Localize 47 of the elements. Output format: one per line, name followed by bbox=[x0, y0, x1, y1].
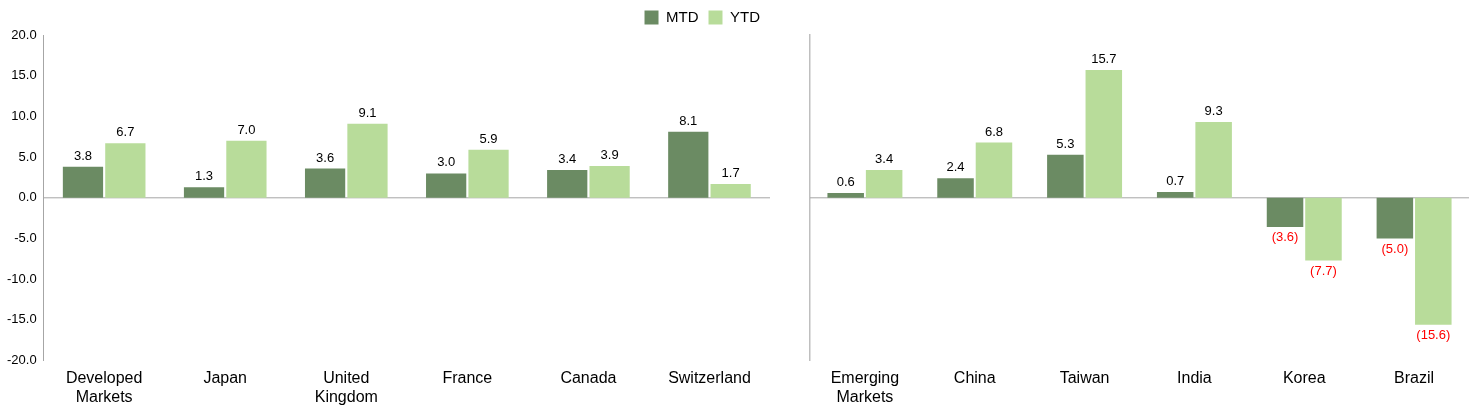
x-tick-label: Switzerland bbox=[668, 368, 751, 386]
data-label: 5.9 bbox=[479, 130, 498, 146]
data-label: 8.1 bbox=[679, 112, 698, 128]
data-label: (15.6) bbox=[1416, 326, 1451, 342]
y-tick-label: 0.0 bbox=[18, 189, 37, 205]
data-label: 5.3 bbox=[1056, 135, 1075, 151]
data-label: (3.6) bbox=[1271, 229, 1299, 245]
legend-label: YTD bbox=[730, 7, 761, 25]
data-label: 15.7 bbox=[1091, 51, 1117, 67]
x-tick-label: Emerging Markets bbox=[830, 368, 900, 405]
data-label: 3.6 bbox=[316, 149, 335, 165]
data-label: 6.7 bbox=[116, 124, 135, 140]
data-label: 9.1 bbox=[358, 104, 377, 120]
data-label: 1.3 bbox=[195, 168, 214, 184]
data-label: 1.7 bbox=[721, 165, 740, 181]
data-label: (5.0) bbox=[1381, 240, 1409, 256]
data-label: 3.4 bbox=[875, 151, 894, 167]
y-tick-label: -15.0 bbox=[6, 311, 37, 327]
y-tick-label: 5.0 bbox=[18, 148, 37, 164]
x-tick-label: India bbox=[1177, 368, 1212, 386]
y-tick-label: 10.0 bbox=[11, 107, 37, 123]
x-tick-label: Korea bbox=[1282, 368, 1326, 386]
legend-label: MTD bbox=[666, 7, 699, 25]
data-label: 3.0 bbox=[437, 154, 456, 170]
y-tick-label: 20.0 bbox=[11, 26, 37, 42]
x-tick-label: Canada bbox=[560, 368, 617, 386]
y-tick-label: -5.0 bbox=[14, 230, 37, 246]
data-label: 2.4 bbox=[946, 159, 965, 175]
y-tick-label: -10.0 bbox=[6, 270, 37, 286]
x-tick-label: Taiwan bbox=[1059, 368, 1110, 386]
x-tick-label: France bbox=[442, 368, 493, 386]
x-tick-label: Brazil bbox=[1394, 368, 1435, 386]
data-label: (7.7) bbox=[1310, 262, 1337, 278]
x-tick-label: Developed Markets bbox=[65, 368, 143, 405]
data-label: 3.9 bbox=[600, 147, 619, 163]
y-tick-label: -20.0 bbox=[6, 352, 37, 368]
data-label: 6.8 bbox=[984, 123, 1004, 139]
data-label: 0.6 bbox=[836, 173, 855, 189]
x-tick-label: China bbox=[953, 368, 996, 386]
y-tick-label: 15.0 bbox=[11, 67, 37, 83]
x-tick-label: United Kingdom bbox=[314, 368, 378, 405]
data-label: 0.7 bbox=[1166, 173, 1185, 189]
data-label: 9.3 bbox=[1204, 103, 1223, 119]
data-label: 3.4 bbox=[558, 151, 577, 167]
data-label: 3.8 bbox=[73, 147, 93, 163]
x-tick-label: Japan bbox=[203, 368, 248, 386]
data-label: 7.0 bbox=[237, 121, 256, 137]
